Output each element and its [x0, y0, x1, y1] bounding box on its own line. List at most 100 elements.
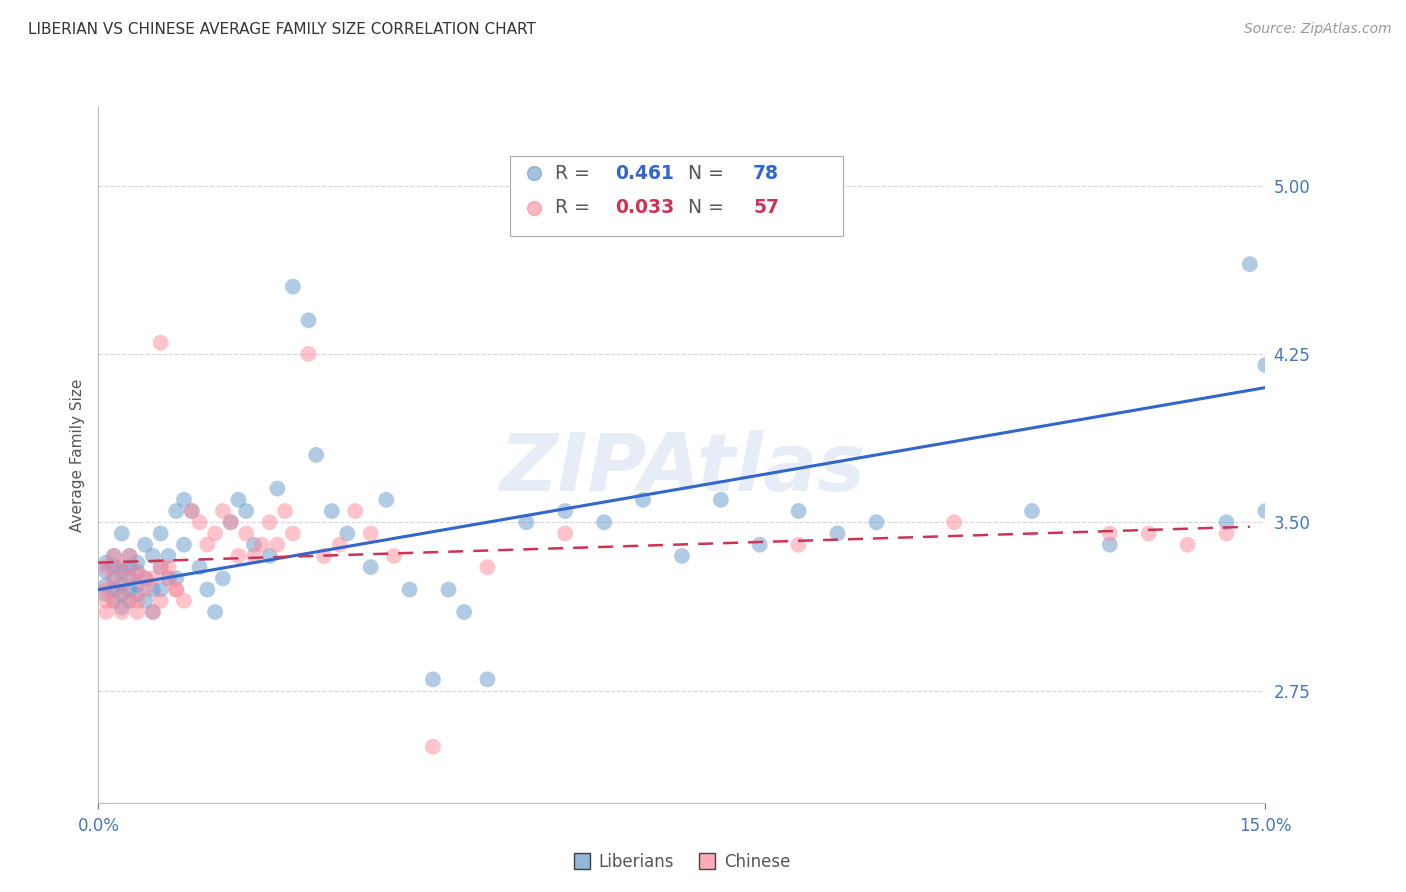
Point	[195, 582, 218, 597]
Point	[165, 582, 187, 597]
Point	[671, 549, 693, 563]
Point	[515, 515, 537, 529]
Point	[165, 582, 187, 597]
Point	[149, 560, 172, 574]
Point	[1021, 504, 1043, 518]
Point	[477, 560, 499, 574]
Point	[118, 549, 141, 563]
Point	[111, 560, 134, 574]
Point	[422, 673, 444, 687]
Point	[180, 504, 202, 518]
Point	[103, 582, 125, 597]
Text: Source: ZipAtlas.com: Source: ZipAtlas.com	[1244, 22, 1392, 37]
Point	[96, 556, 118, 570]
Point	[180, 504, 202, 518]
Point	[382, 549, 405, 563]
Point	[142, 605, 165, 619]
Point	[1098, 526, 1121, 541]
Point	[477, 673, 499, 687]
Point	[118, 571, 141, 585]
Point	[1215, 515, 1237, 529]
Point	[1137, 526, 1160, 541]
Point	[1177, 538, 1199, 552]
Point	[259, 515, 281, 529]
Point	[1215, 526, 1237, 541]
Point	[422, 739, 444, 754]
Legend: Liberians, Chinese: Liberians, Chinese	[567, 847, 797, 878]
Point	[305, 448, 328, 462]
Text: 0.033: 0.033	[616, 198, 675, 218]
Point	[127, 587, 149, 601]
Point	[437, 582, 460, 597]
Point	[274, 504, 297, 518]
Point	[250, 538, 273, 552]
Point	[149, 582, 172, 597]
Point	[127, 578, 149, 592]
Point	[748, 538, 770, 552]
Text: LIBERIAN VS CHINESE AVERAGE FAMILY SIZE CORRELATION CHART: LIBERIAN VS CHINESE AVERAGE FAMILY SIZE …	[28, 22, 536, 37]
Point	[212, 571, 235, 585]
Text: R =: R =	[555, 198, 596, 218]
Point	[631, 492, 654, 507]
Point	[204, 605, 226, 619]
Point	[127, 565, 149, 579]
Point	[127, 594, 149, 608]
Point	[827, 526, 849, 541]
Point	[149, 526, 172, 541]
Point	[157, 549, 180, 563]
Point	[134, 594, 156, 608]
Point	[360, 526, 382, 541]
Point	[111, 605, 134, 619]
Point	[219, 515, 242, 529]
Point	[111, 560, 134, 574]
Point	[173, 594, 195, 608]
Point	[118, 560, 141, 574]
Point	[134, 571, 156, 585]
Point	[235, 526, 257, 541]
Point	[554, 526, 576, 541]
Point	[710, 492, 733, 507]
Point	[453, 605, 475, 619]
Point	[103, 571, 125, 585]
Point	[96, 587, 118, 601]
Point	[281, 279, 304, 293]
Point	[111, 582, 134, 597]
Point	[188, 560, 211, 574]
Point	[134, 571, 156, 585]
Point	[297, 313, 319, 327]
Point	[103, 594, 125, 608]
Point	[111, 578, 134, 592]
Point	[96, 605, 118, 619]
Text: 0.461: 0.461	[616, 163, 675, 183]
Point	[118, 582, 141, 597]
Point	[329, 538, 352, 552]
Point	[554, 504, 576, 518]
Point	[142, 605, 165, 619]
Point	[118, 549, 141, 563]
Point	[375, 492, 398, 507]
Point	[173, 538, 195, 552]
Point	[212, 504, 235, 518]
Point	[188, 515, 211, 529]
Point	[266, 538, 288, 552]
Point	[103, 549, 125, 563]
Point	[259, 549, 281, 563]
Point	[103, 594, 125, 608]
Point	[1254, 504, 1277, 518]
Point	[165, 504, 187, 518]
Text: 78: 78	[754, 163, 779, 183]
Point	[165, 571, 187, 585]
Point	[111, 565, 134, 579]
Point	[149, 335, 172, 350]
Point	[149, 594, 172, 608]
Point	[1254, 358, 1277, 372]
Point	[96, 565, 118, 579]
Point	[204, 526, 226, 541]
Point	[297, 347, 319, 361]
Point	[195, 538, 218, 552]
Point	[228, 492, 250, 507]
Point	[96, 560, 118, 574]
Point	[142, 571, 165, 585]
Point	[228, 549, 250, 563]
Text: ZIPAtlas: ZIPAtlas	[499, 430, 865, 508]
